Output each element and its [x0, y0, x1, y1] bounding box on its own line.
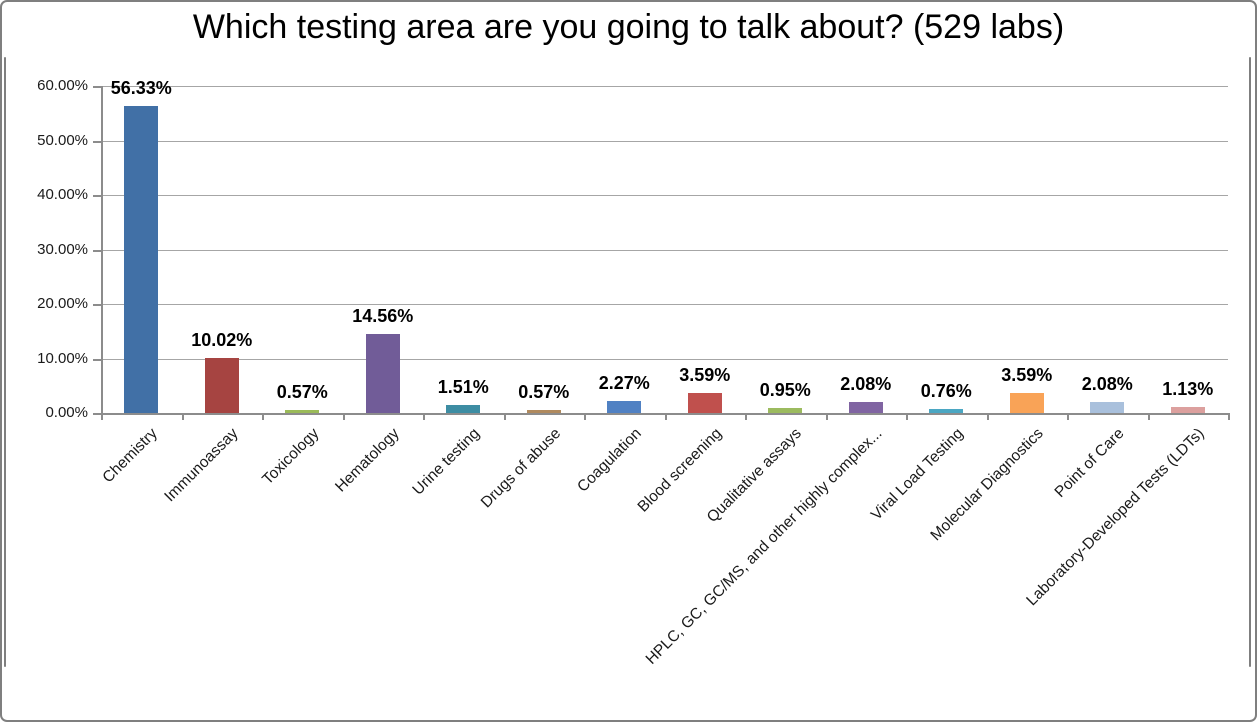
plot-area	[101, 86, 1230, 415]
chart-title: Which testing area are you going to talk…	[192, 8, 1065, 46]
bar-value-label: 3.59%	[679, 365, 731, 385]
x-axis-tick	[825, 414, 828, 420]
y-axis-tick	[93, 304, 101, 306]
bar-chemistry	[124, 106, 159, 413]
y-axis-tick	[93, 358, 101, 361]
bar-hematology	[365, 334, 400, 413]
bar-value-label: 0.57%	[276, 382, 328, 402]
x-axis-tick	[342, 414, 345, 420]
bar-value-label: 0.76%	[920, 381, 972, 401]
bar-value-label: 56.33%	[110, 78, 172, 98]
bar-immunoassay	[204, 358, 239, 413]
bar-qualitative-assays	[768, 408, 803, 413]
bar-value-label: 3.59%	[1001, 365, 1053, 385]
bar-viral-load-testing	[929, 409, 964, 413]
x-axis-tick	[503, 414, 506, 420]
gridline	[101, 195, 1228, 196]
x-axis-tick	[986, 414, 989, 420]
bar-molecular-diagnostics	[1009, 393, 1044, 413]
bar-value-label: 2.27%	[598, 373, 650, 393]
bar-drugs-of-abuse	[526, 410, 561, 413]
x-axis-tick	[262, 414, 264, 420]
gridline	[101, 249, 1228, 251]
bar-hplc-gc-gc-ms-and-other-highly-complex	[848, 402, 883, 413]
y-axis-tick	[93, 86, 101, 88]
bar-value-label: 0.57%	[518, 382, 570, 402]
y-axis-tick	[93, 249, 101, 252]
bar-value-label: 2.08%	[840, 374, 892, 394]
y-axis-label: 60.00%	[37, 77, 88, 94]
x-axis-tick	[101, 414, 103, 420]
frame-accent-line-right	[1249, 57, 1251, 667]
bar-urine-testing	[446, 405, 481, 413]
bar-laboratory-developed-tests-ldts	[1170, 407, 1205, 413]
x-axis-tick	[664, 414, 667, 420]
bar-value-label: 14.56%	[352, 306, 414, 326]
bar-value-label: 1.13%	[1162, 379, 1214, 399]
bar-point-of-care	[1090, 402, 1125, 413]
y-axis-tick	[93, 195, 101, 197]
x-axis-tick	[584, 414, 586, 420]
x-axis-tick	[906, 414, 908, 420]
x-axis-tick	[1228, 414, 1230, 420]
bar-value-label: 1.51%	[437, 377, 489, 397]
y-axis-label: 20.00%	[37, 295, 88, 312]
x-axis-tick	[423, 414, 425, 420]
frame-accent-line-left	[4, 57, 6, 667]
x-axis-tick	[1147, 414, 1150, 420]
bar-toxicology	[285, 410, 320, 413]
bar-value-label: 2.08%	[1081, 374, 1133, 394]
gridline	[101, 140, 1228, 142]
y-axis-tick	[93, 413, 101, 415]
y-axis-label: 40.00%	[37, 186, 88, 203]
y-axis-label: 0.00%	[45, 404, 88, 421]
x-axis-tick	[745, 414, 747, 420]
y-axis-label: 30.00%	[37, 240, 88, 258]
x-axis-tick	[1067, 414, 1069, 420]
gridline	[101, 358, 1228, 360]
bar-value-label: 0.95%	[759, 380, 811, 400]
gridline	[101, 304, 1228, 305]
x-axis-tick	[181, 414, 184, 420]
y-axis-label: 50.00%	[37, 131, 88, 149]
y-axis-label: 10.00%	[37, 349, 88, 367]
bar-value-label: 10.02%	[191, 330, 253, 350]
y-axis-tick	[93, 140, 101, 143]
bar-coagulation	[607, 401, 642, 413]
bar-blood-screening	[687, 393, 722, 413]
gridline	[101, 86, 1228, 87]
